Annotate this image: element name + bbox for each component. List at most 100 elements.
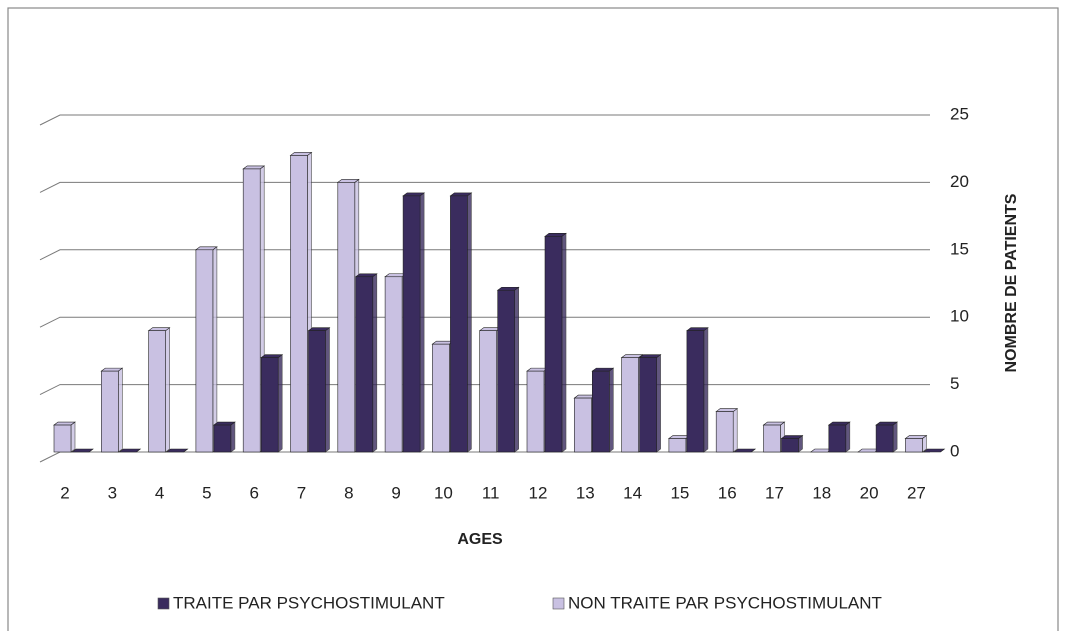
x-tick-label: 6 xyxy=(249,483,258,502)
bar-top xyxy=(591,367,615,372)
bar xyxy=(621,357,639,453)
bar-top xyxy=(638,354,662,358)
bar xyxy=(828,424,847,453)
bar-top xyxy=(620,354,644,358)
bar xyxy=(573,397,592,453)
chart-frame xyxy=(7,7,1059,636)
bar-side xyxy=(118,367,123,453)
x-tick-label: 11 xyxy=(482,483,500,502)
x-tick-label: 5 xyxy=(202,483,211,502)
bar-top xyxy=(53,421,76,426)
bar xyxy=(337,182,356,453)
bar xyxy=(148,330,166,453)
x-tick-label: 3 xyxy=(108,483,117,502)
bar xyxy=(355,276,374,453)
x-tick-label: 9 xyxy=(391,483,400,502)
bar xyxy=(591,370,610,453)
bar-top xyxy=(307,327,331,331)
bar-side xyxy=(230,421,236,453)
x-tick-label: 10 xyxy=(434,483,453,502)
legend-swatch xyxy=(552,597,565,610)
bar-side xyxy=(892,421,898,453)
bar-side xyxy=(70,421,76,453)
x-tick-label: 18 xyxy=(812,483,831,502)
bar xyxy=(450,195,468,453)
x-tick-label: 20 xyxy=(860,483,879,502)
bar xyxy=(715,411,734,453)
bar xyxy=(763,424,781,453)
bar-top xyxy=(762,421,786,426)
x-tick-label: 15 xyxy=(670,483,689,502)
bar xyxy=(308,330,326,453)
bar-top xyxy=(449,192,473,197)
grid-line xyxy=(39,316,930,328)
bar-side xyxy=(608,367,614,453)
x-tick-label: 7 xyxy=(297,483,306,502)
bar xyxy=(213,424,232,453)
bar-top xyxy=(242,165,266,170)
grid-line xyxy=(39,114,930,126)
y-axis-label: NOMBRE DE PATIENTS xyxy=(1003,193,1020,372)
bar-top xyxy=(147,327,171,331)
bar-top xyxy=(780,435,804,439)
bar xyxy=(384,276,403,453)
bar-side xyxy=(165,327,170,453)
bar xyxy=(242,168,261,453)
legend-swatch xyxy=(157,597,170,610)
bar xyxy=(290,155,308,453)
bar xyxy=(53,424,72,453)
bar-side xyxy=(845,421,851,453)
x-axis-label: AGES xyxy=(457,531,503,548)
x-tick-label: 27 xyxy=(907,483,926,502)
bar-side xyxy=(277,354,283,453)
legend-label: NON TRAITE PAR PSYCHOSTIMULANT xyxy=(568,593,882,612)
bar xyxy=(905,438,923,453)
bar xyxy=(544,236,563,453)
x-tick-label: 12 xyxy=(529,483,548,502)
bar-side xyxy=(467,192,472,453)
bar-top xyxy=(289,152,313,156)
bar xyxy=(526,370,545,453)
bar-top xyxy=(336,179,360,183)
bar xyxy=(781,438,799,453)
bar-top xyxy=(118,448,142,453)
bar-side xyxy=(372,273,378,453)
bar-top xyxy=(212,421,236,426)
x-tick-label: 14 xyxy=(623,483,642,502)
bar-top xyxy=(194,246,218,251)
bar-top xyxy=(715,408,739,412)
bar-side xyxy=(325,327,330,453)
bar-top xyxy=(875,421,898,426)
x-tick-label: 13 xyxy=(576,483,595,502)
bar xyxy=(432,343,450,453)
bar-top xyxy=(827,421,851,426)
bar xyxy=(402,195,421,453)
legend-label: TRAITE PAR PSYCHOSTIMULANT xyxy=(173,593,445,612)
bar-top xyxy=(71,448,94,453)
y-tick-label: 20 xyxy=(950,172,969,191)
bar xyxy=(497,289,516,453)
bar-top xyxy=(922,448,946,453)
bar xyxy=(479,330,498,453)
bar-side xyxy=(514,286,520,453)
bar-top xyxy=(354,273,378,278)
bar-side xyxy=(212,246,218,453)
x-tick-label: 16 xyxy=(718,483,737,502)
bar-top xyxy=(260,354,284,358)
y-tick-label: 5 xyxy=(950,374,959,393)
bar-side xyxy=(703,327,709,453)
bar xyxy=(101,370,119,453)
bar-side xyxy=(419,192,425,453)
bar xyxy=(639,357,657,453)
bar-top xyxy=(402,192,426,197)
bar xyxy=(875,424,894,453)
bar-top xyxy=(544,233,567,237)
bar-top xyxy=(165,448,189,453)
bar-top xyxy=(496,286,520,291)
bar-side xyxy=(656,354,661,453)
grid-line xyxy=(39,181,930,193)
bar-top xyxy=(686,327,709,331)
y-tick-label: 25 xyxy=(950,104,969,123)
bar xyxy=(195,249,214,453)
bar-side xyxy=(732,407,738,453)
